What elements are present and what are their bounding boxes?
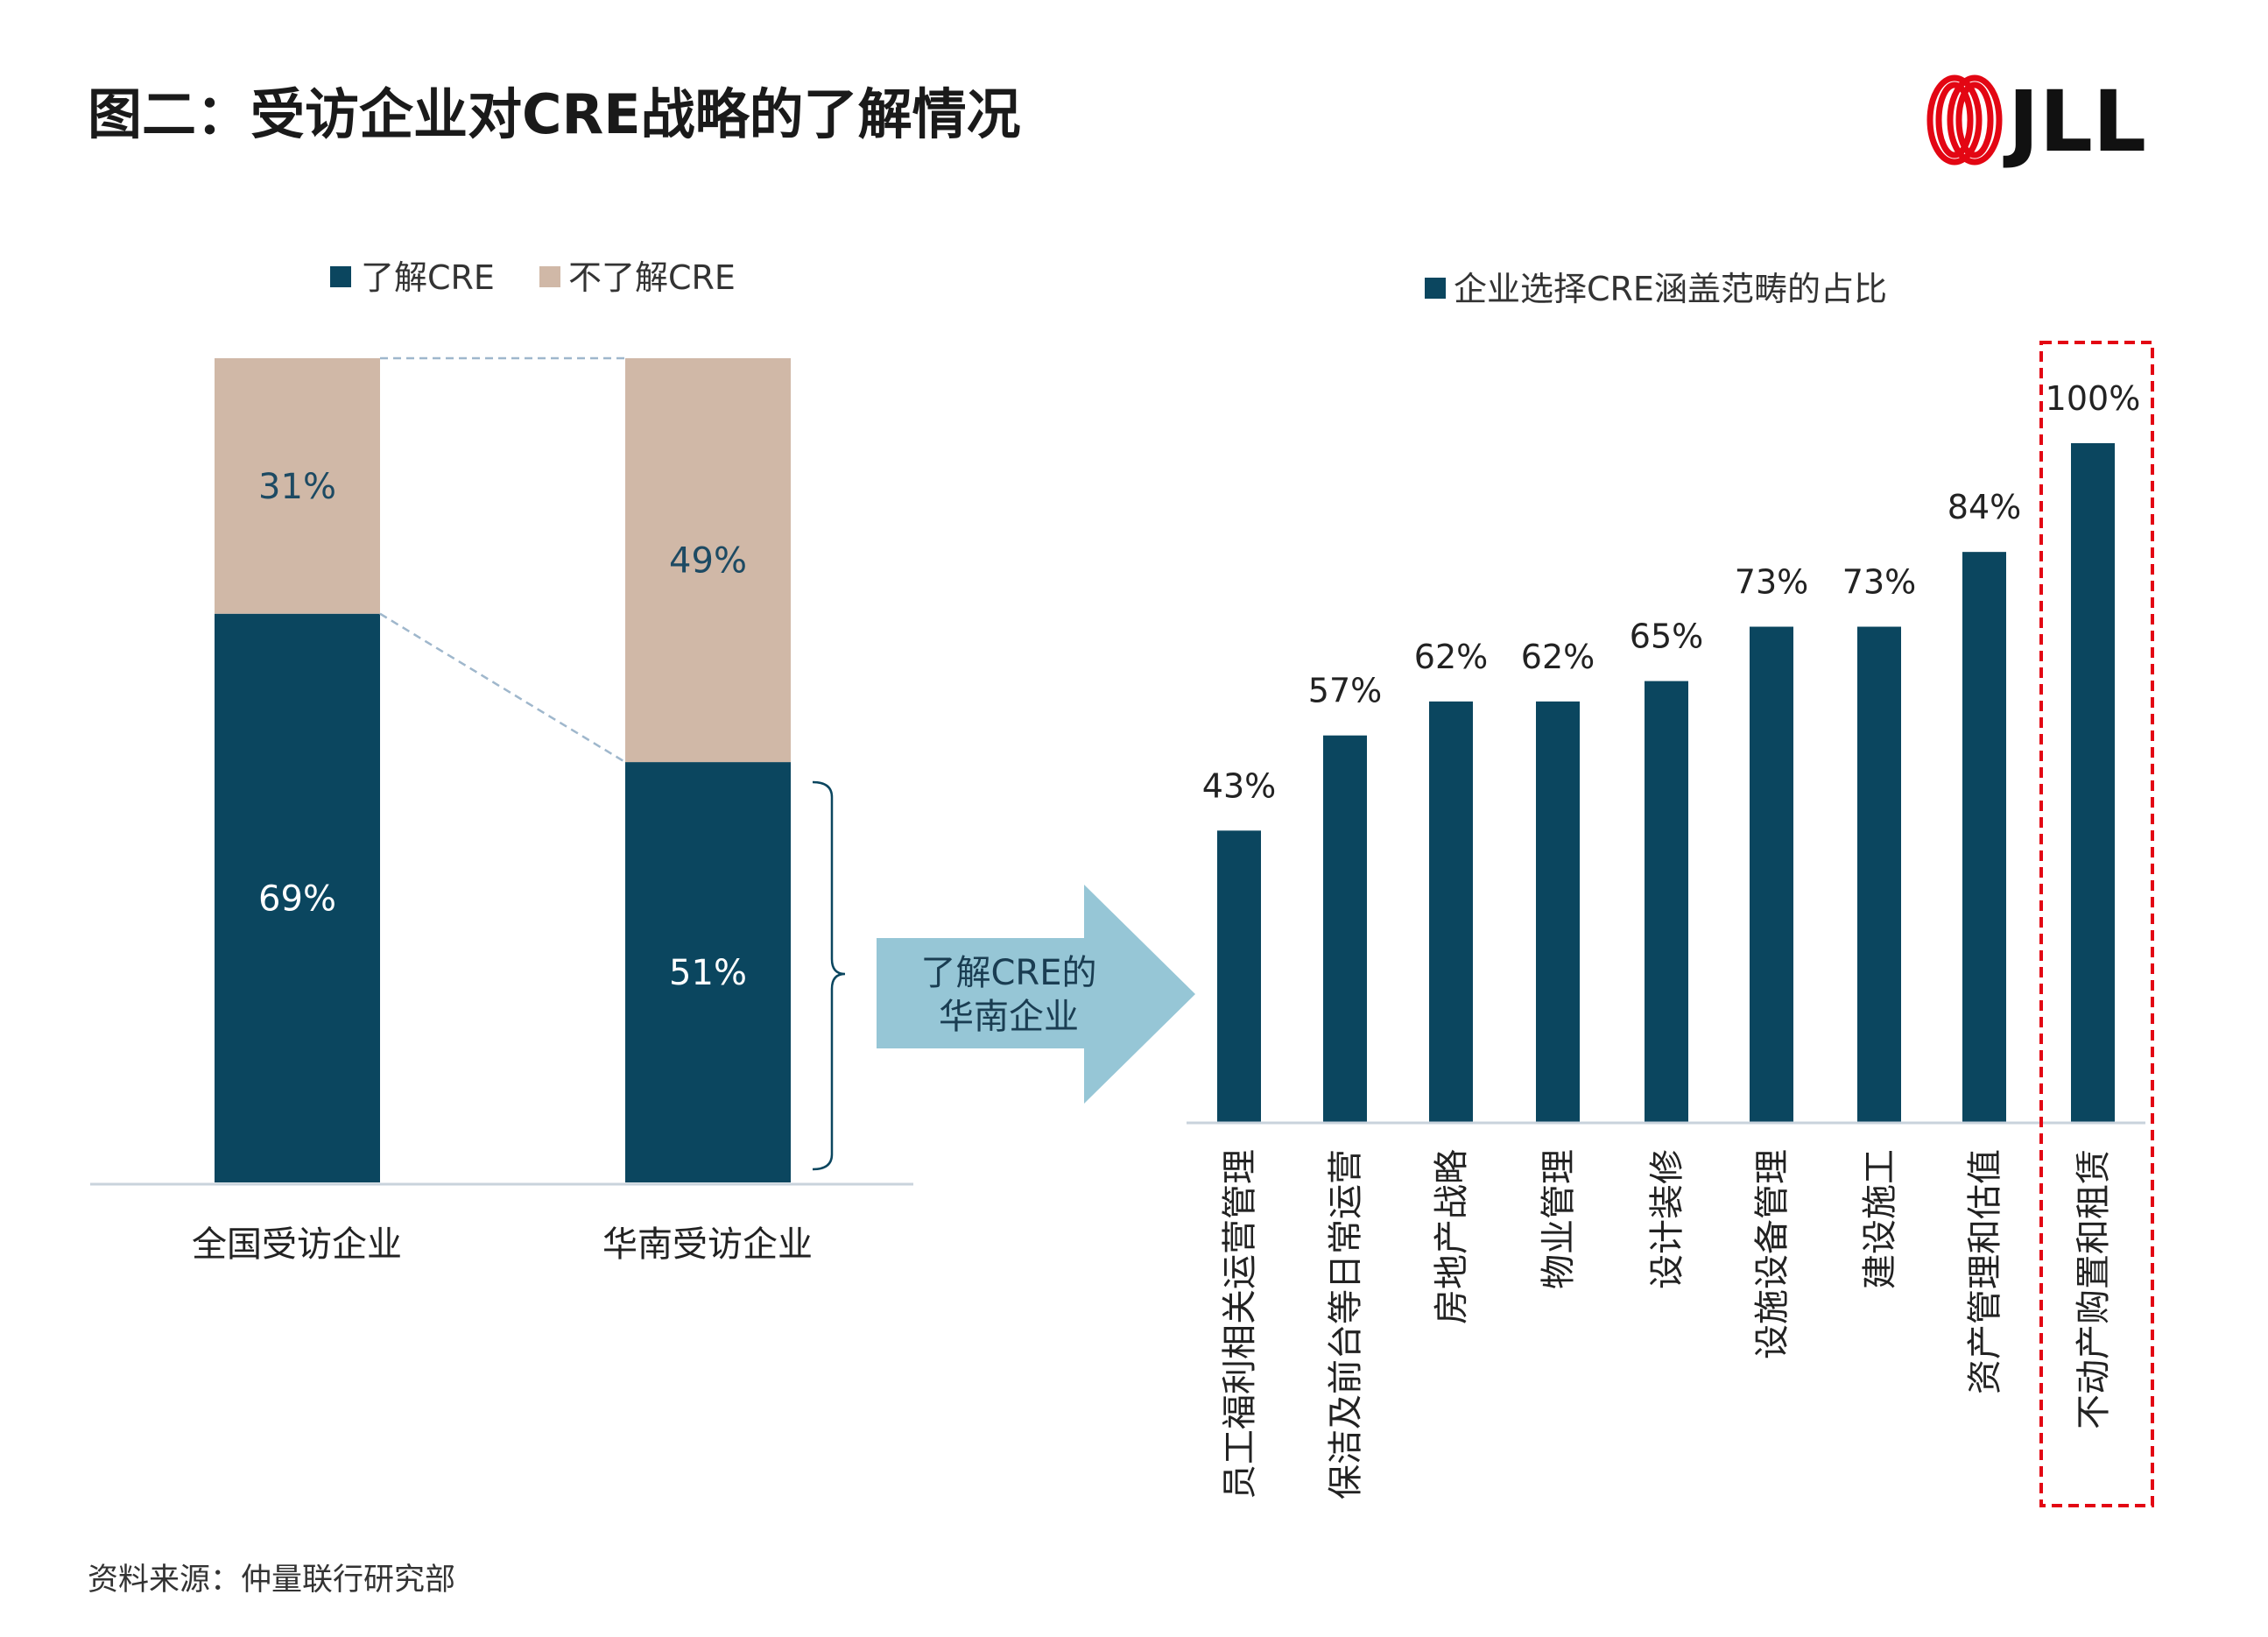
logo-text: JLL: [2003, 73, 2146, 171]
data-label: 84%: [1948, 488, 2021, 526]
bar: [1217, 830, 1261, 1123]
data-label: 69%: [258, 878, 336, 919]
data-label: 57%: [1308, 672, 1382, 710]
bar-aware: [215, 613, 380, 1182]
data-label: 49%: [669, 541, 747, 582]
bracket: [812, 780, 846, 1171]
bar-aware: [625, 762, 791, 1182]
bar-unaware: [625, 358, 791, 763]
bar: [1323, 735, 1367, 1123]
legend-swatch-unaware: [539, 266, 560, 287]
bar: [1857, 626, 1901, 1123]
bar: [2071, 443, 2115, 1123]
category-label: 全国受访企业: [192, 1224, 402, 1265]
category-label: 员工福利相关运营管理: [1220, 1149, 1260, 1499]
category-label: 建设施工: [1860, 1149, 1900, 1289]
category-label: 房地产战略: [1432, 1149, 1472, 1324]
category-label: 设计装修: [1647, 1149, 1687, 1289]
category-label: 华南受访企业: [602, 1224, 813, 1265]
category-label: 物业管理: [1539, 1149, 1579, 1289]
page-title: 图二：受访企业对CRE战略的了解情况: [88, 82, 1021, 146]
data-label: 65%: [1630, 617, 1703, 656]
bar: [1429, 701, 1473, 1123]
jll-logo: JLL: [1926, 73, 2146, 171]
data-label: 100%: [2046, 379, 2141, 418]
legend-label-scope: 企业选择CRE涵盖范畴的占比: [1454, 270, 1887, 308]
category-label: 资产管理和估值: [1965, 1149, 2005, 1394]
bar: [1750, 626, 1793, 1123]
connector-line: [379, 612, 626, 764]
legend-swatch-aware: [330, 266, 351, 287]
category-label: 保洁及前台等日常运营: [1326, 1149, 1366, 1499]
legend-swatch-scope: [1425, 278, 1446, 299]
data-label: 62%: [1521, 638, 1595, 676]
bar-unaware: [215, 358, 380, 614]
callout-text-line1: 了解CRE的: [921, 953, 1097, 993]
category-label: 不动产购置和租赁: [2074, 1149, 2114, 1429]
callout-text-line2: 华南企业: [939, 997, 1079, 1037]
bar: [1962, 552, 2006, 1123]
callout-arrow: [877, 885, 1195, 1104]
data-label: 62%: [1414, 638, 1488, 676]
source-note: 资料来源：仲量联行研究部: [88, 1563, 455, 1598]
logo-rings-icon: [1926, 74, 2003, 166]
data-label: 51%: [669, 953, 747, 993]
bar: [1536, 701, 1580, 1123]
highlight-box: [2039, 341, 2154, 1507]
bar: [1645, 681, 1688, 1123]
data-label: 73%: [1735, 563, 1808, 602]
data-label: 31%: [258, 467, 336, 507]
data-label: 43%: [1202, 766, 1276, 805]
category-label: 设施设备管理: [1752, 1149, 1793, 1359]
legend-label-aware: 了解CRE: [361, 258, 495, 297]
data-label: 73%: [1842, 563, 1916, 602]
legend-label-unaware: 不了解CRE: [568, 258, 736, 297]
